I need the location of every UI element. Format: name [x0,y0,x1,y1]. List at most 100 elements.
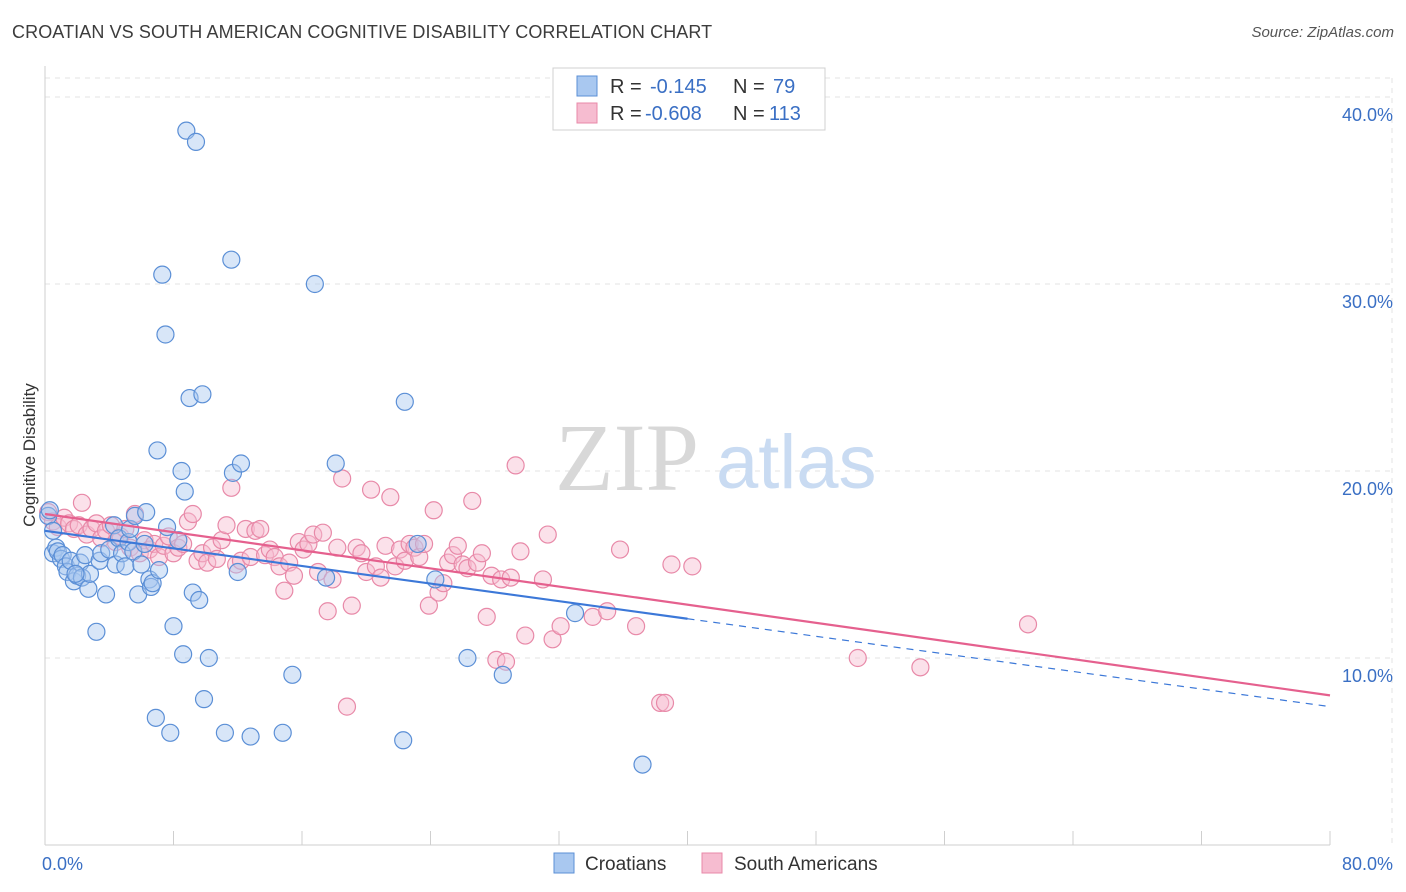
point-croatian [305,274,324,294]
point-croatian [66,564,85,583]
point-croatian [175,482,194,501]
x-tick-label-start: 0.0% [42,854,83,874]
legend: R = -0.145 N = 79 R = -0.608 N = 113 [552,67,826,131]
point-south-american [390,540,410,559]
y-tick-label: 20.0% [1342,479,1393,499]
point-croatian [96,585,116,604]
point-south-american [424,501,443,520]
y-tick-label: 30.0% [1342,292,1393,312]
point-croatian [395,392,414,411]
point-south-american [683,557,702,576]
point-croatian [116,557,135,576]
trend-line-croatians [44,529,688,620]
point-croatian [146,708,165,727]
bottom-legend-south-americans: South Americans [734,854,878,875]
legend-r-value-south-americans: -0.608 [645,103,702,125]
trend-line-croatians-extension [687,618,1331,708]
point-croatian [161,723,180,742]
point-south-american [662,555,681,574]
point-croatian [316,568,336,587]
legend-n-value-south-americans: 113 [769,103,801,125]
point-croatian [172,461,191,481]
point-croatian [87,622,106,641]
bottom-legend: Croatians South Americans [553,852,878,875]
point-south-american [414,534,434,554]
point-south-american [543,630,562,649]
bottom-legend-swatch-croatians [553,852,575,874]
point-croatian [633,755,652,774]
watermark-zip: ZIP [555,404,699,511]
point-croatian [215,723,234,742]
point-croatian [186,132,206,151]
point-croatian [132,555,151,574]
point-croatian [190,590,209,610]
point-croatian [493,665,512,684]
point-south-american [318,602,337,621]
point-south-american [655,693,675,712]
point-croatian [228,562,247,582]
legend-n-value-croatians: 79 [773,76,795,98]
chart-source: Source: ZipAtlas.com [1251,24,1394,41]
point-south-american [284,566,304,585]
point-croatian [164,617,183,636]
point-south-american [313,523,332,542]
point-croatian [199,648,218,668]
point-croatian [326,454,345,473]
series-croatians [39,121,652,774]
point-south-american [333,469,352,488]
point-south-american [448,536,467,555]
point-croatian [137,503,156,522]
point-croatian [143,574,162,593]
x-tick-label-end: 80.0% [1342,854,1393,874]
point-south-american [376,536,395,555]
point-south-american [43,512,63,531]
bottom-legend-croatians: Croatians [585,854,666,875]
point-south-american [477,607,496,626]
point-south-american [337,697,357,716]
point-south-american [419,596,438,615]
legend-swatch-south-americans [576,102,598,124]
point-croatian [394,731,413,750]
point-croatian [183,583,202,602]
point-croatian [148,441,167,460]
point-south-american [501,568,520,587]
point-croatian [241,727,260,746]
y-tick-label: 10.0% [1342,666,1393,686]
point-south-american [72,493,92,512]
trend-lines [44,512,1331,708]
point-south-american [202,538,222,557]
trend-line-south-americans [44,512,1331,697]
point-croatian [458,648,477,668]
point-south-american [463,491,482,511]
point-south-american [511,542,530,561]
point-croatian [156,325,175,344]
point-south-american [506,456,525,475]
point-south-american [911,658,930,677]
legend-r-label-croatians: R = [610,76,642,98]
point-croatian [408,534,427,554]
point-croatian [174,645,193,664]
point-south-american [467,553,487,572]
point-croatian [565,604,585,623]
x-tick-labels: 0.0% 80.0% [42,854,1393,874]
bottom-legend-swatch-south-americans [701,852,723,874]
point-south-american [381,488,400,507]
gridlines [45,77,1393,845]
point-south-american [651,693,670,712]
point-south-american [598,602,617,621]
y-tick-label: 40.0% [1342,105,1393,125]
point-south-american [610,540,630,559]
point-croatian [149,561,169,580]
point-south-american [626,617,646,636]
point-south-american [347,538,366,557]
point-south-american [538,525,557,544]
chart-title: CROATIAN VS SOUTH AMERICAN COGNITIVE DIS… [12,22,713,42]
point-south-american [472,544,491,563]
legend-swatch-croatians [576,75,598,97]
point-croatian [80,564,100,583]
point-croatian [283,665,302,684]
point-south-american [516,626,535,645]
point-south-american [183,504,202,524]
point-south-american [217,516,236,535]
